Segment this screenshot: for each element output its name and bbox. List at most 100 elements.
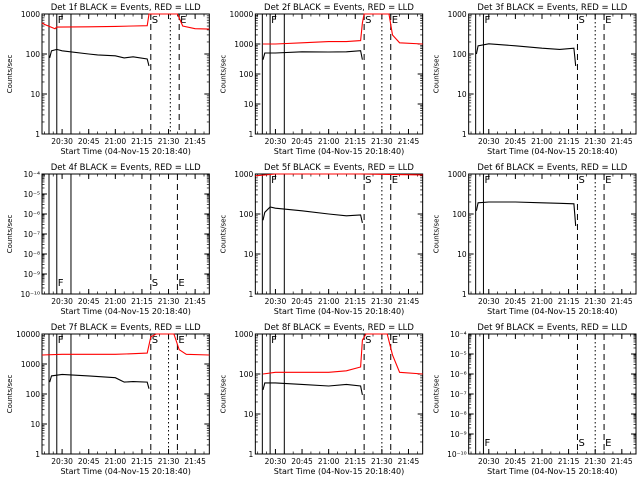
x-tick-label: 21:15	[558, 457, 580, 466]
y-tick-label: 1	[249, 290, 254, 299]
x-tick-label: 21:30	[158, 457, 180, 466]
marker-label: S	[578, 175, 584, 186]
y-tick-label: 10⁻⁹	[23, 270, 40, 279]
x-tick-label: 20:30	[51, 457, 73, 466]
y-tick-label: 1000	[234, 330, 253, 339]
x-tick-label: 21:45	[398, 137, 420, 146]
marker-label: E	[605, 15, 611, 26]
marker-label: F	[271, 335, 277, 346]
marker-label: F	[58, 15, 64, 26]
x-tick-label: 21:00	[105, 137, 127, 146]
series-red	[262, 333, 423, 375]
y-tick-label: 1	[35, 130, 40, 139]
x-tick-label: 21:00	[531, 457, 553, 466]
y-tick-label: 1	[249, 130, 254, 139]
x-tick-label: 20:30	[265, 137, 287, 146]
x-tick-label: 21:45	[611, 457, 633, 466]
marker-label: F	[484, 438, 490, 449]
x-tick-label: 21:00	[105, 297, 127, 306]
x-axis-label: Start Time (04-Nov-15 20:18:40)	[487, 147, 617, 156]
marker-label: F	[58, 278, 64, 289]
panel-1: Det 1f BLACK = Events, RED = LLD 1 10 100 10…	[6, 3, 210, 156]
marker-label: F	[271, 175, 277, 186]
x-tick-label: 20:45	[505, 137, 527, 146]
y-tick-label: 1000	[448, 10, 467, 19]
y-axis-label: Counts/sec	[219, 375, 227, 414]
y-tick-label: 10⁻⁷	[450, 390, 467, 399]
x-tick-label: 21:30	[584, 137, 606, 146]
y-tick-label: 100	[239, 370, 254, 379]
series-black	[475, 201, 577, 227]
marker-label: E	[180, 15, 186, 26]
x-tick-label: 21:00	[531, 297, 553, 306]
y-tick-label: 10	[30, 420, 40, 429]
y-axis-label: Counts/sec	[433, 55, 441, 94]
panel-6: Det 6f BLACK = Events, RED = LLD 1 10 100 10…	[433, 163, 637, 316]
x-tick-label: 21:30	[584, 297, 606, 306]
panel-title: Det 1f BLACK = Events, RED = LLD	[51, 3, 201, 13]
x-tick-label: 21:45	[611, 137, 633, 146]
y-tick-label: 100	[239, 210, 254, 219]
y-tick-label: 100	[26, 50, 41, 59]
x-tick-label: 21:30	[158, 137, 180, 146]
x-axis-label: Start Time (04-Nov-15 20:18:40)	[487, 467, 617, 476]
y-tick-label: 10⁻¹⁰	[20, 290, 40, 299]
y-tick-label: 100	[452, 210, 467, 219]
panel-title: Det 3f BLACK = Events, RED = LLD	[477, 3, 627, 13]
x-tick-label: 20:45	[291, 297, 313, 306]
x-tick-label: 20:45	[78, 297, 100, 306]
panel-2: Det 2f BLACK = Events, RED = LLD 1 10 100 10…	[219, 3, 424, 156]
marker-label: S	[365, 335, 371, 346]
x-tick-label: 20:45	[78, 137, 100, 146]
y-tick-label: 10⁻⁹	[450, 430, 467, 439]
marker-label: S	[365, 175, 371, 186]
y-tick-label: 10⁻⁶	[450, 370, 467, 379]
plot-frame	[41, 173, 210, 295]
series-black	[475, 43, 577, 67]
marker-label: F	[484, 175, 490, 186]
y-tick-label: 10⁻⁵	[450, 350, 467, 359]
y-axis-label: Counts/sec	[6, 215, 14, 254]
x-tick-label: 20:30	[265, 297, 287, 306]
x-tick-label: 20:45	[505, 297, 527, 306]
plot-frame	[254, 173, 424, 295]
x-tick-label: 21:00	[531, 137, 553, 146]
panel-title: Det 6f BLACK = Events, RED = LLD	[477, 163, 627, 173]
y-tick-label: 10000	[229, 10, 253, 19]
marker-label: E	[178, 278, 184, 289]
panel-title: Det 9f BLACK = Events, RED = LLD	[477, 323, 627, 333]
x-tick-label: 20:45	[505, 457, 527, 466]
x-tick-label: 21:15	[131, 457, 153, 466]
y-tick-label: 1	[35, 450, 40, 459]
x-tick-label: 21:45	[184, 457, 206, 466]
plot-frame	[41, 333, 210, 455]
y-tick-label: 1000	[448, 170, 467, 179]
marker-label: E	[392, 175, 398, 186]
x-tick-label: 21:00	[318, 457, 340, 466]
y-axis-label: Counts/sec	[433, 375, 441, 414]
x-tick-label: 20:30	[478, 137, 500, 146]
x-tick-label: 21:15	[558, 137, 580, 146]
x-axis-label: Start Time (04-Nov-15 20:18:40)	[60, 307, 190, 316]
marker-label: S	[578, 15, 584, 26]
y-tick-label: 100	[452, 50, 467, 59]
x-tick-label: 21:00	[318, 137, 340, 146]
x-axis-label: Start Time (04-Nov-15 20:18:40)	[60, 147, 190, 156]
y-tick-label: 1	[462, 290, 467, 299]
x-axis-label: Start Time (04-Nov-15 20:18:40)	[274, 307, 404, 316]
y-tick-label: 1000	[234, 40, 253, 49]
x-tick-label: 21:45	[398, 297, 420, 306]
y-axis-label: Counts/sec	[219, 215, 227, 254]
y-tick-label: 100	[26, 390, 41, 399]
marker-label: E	[392, 15, 398, 26]
marker-label: S	[365, 15, 371, 26]
y-tick-label: 10	[457, 250, 467, 259]
series-red	[255, 173, 423, 177]
x-tick-label: 21:30	[371, 457, 393, 466]
x-tick-label: 21:45	[184, 137, 206, 146]
y-tick-label: 10	[244, 100, 254, 109]
x-axis-label: Start Time (04-Nov-15 20:18:40)	[60, 467, 190, 476]
x-tick-label: 21:00	[105, 457, 127, 466]
